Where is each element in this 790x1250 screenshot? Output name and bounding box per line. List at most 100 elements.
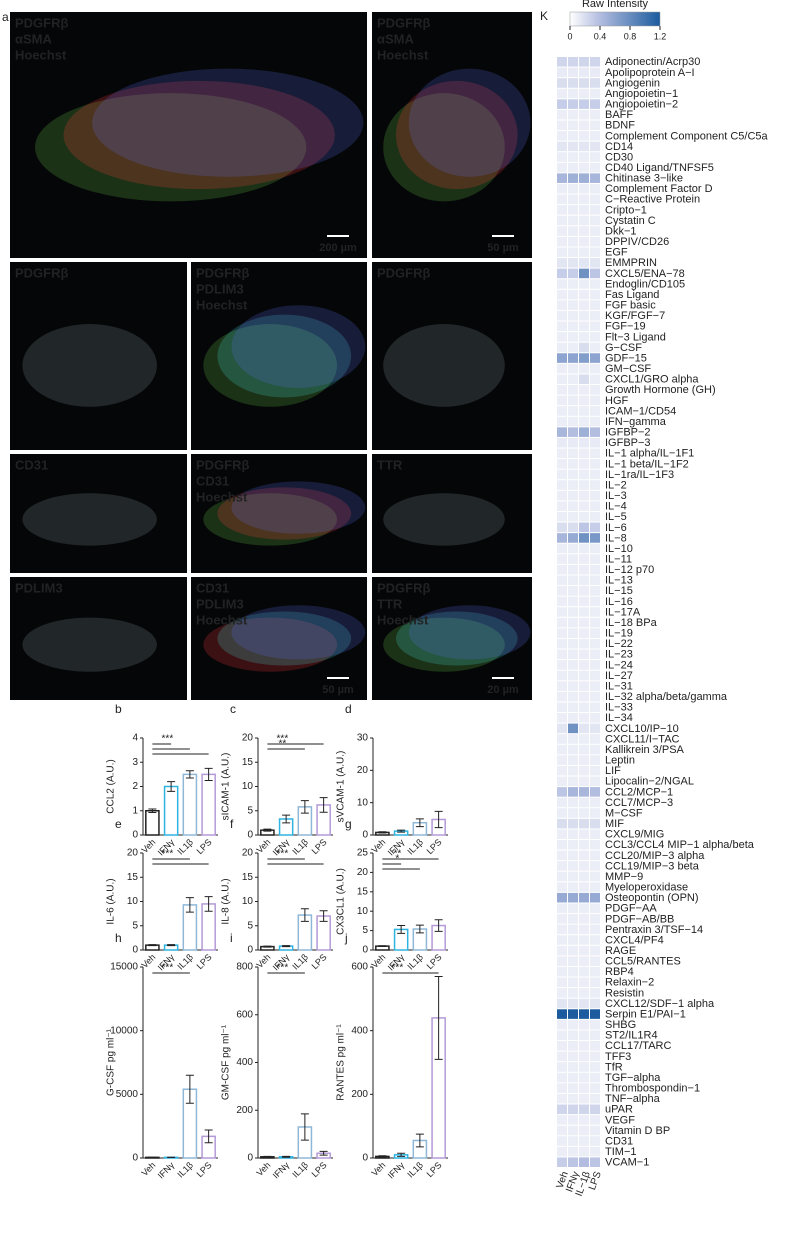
heatmap-cell (579, 776, 589, 787)
row-label: Resistin (605, 987, 644, 999)
heatmap-cell (557, 205, 567, 215)
heatmap-cell (557, 310, 567, 321)
heatmap-cell (557, 353, 567, 363)
signal (383, 93, 505, 202)
x-tick-label: Veh (139, 1160, 157, 1178)
heatmap-cell (579, 607, 589, 617)
y-tick-label: 200 (351, 1089, 368, 1100)
heatmap-cell (590, 395, 600, 406)
heatmap-cell (568, 787, 578, 797)
heatmap-cell (557, 120, 567, 131)
heatmap-cell (590, 406, 600, 416)
heatmap-cell (590, 173, 600, 183)
heatmap-cell (568, 734, 578, 744)
heatmap-cell (557, 427, 567, 437)
heatmap-cell (568, 173, 578, 183)
heatmap-cell (568, 78, 578, 88)
heatmap-cell (590, 99, 600, 109)
row-label: FGF basic (605, 300, 656, 312)
heatmap-cell (557, 226, 567, 236)
heatmap-cell (590, 660, 600, 670)
channel-label: CD31 (196, 473, 229, 488)
heatmap-cell (590, 205, 600, 215)
heatmap-cell (590, 1041, 600, 1051)
x-tick-label: LPS (195, 837, 214, 856)
y-tick-label: 10 (127, 896, 139, 907)
heatmap-cell (557, 1083, 567, 1093)
heatmap-cell (557, 78, 567, 88)
heatmap-cell (557, 924, 567, 935)
heatmap-cell (579, 543, 589, 554)
heatmap-cell (590, 141, 600, 152)
signal (203, 493, 338, 546)
heatmap-cell (568, 427, 578, 437)
heatmap-cell (590, 1125, 600, 1136)
error-bar (263, 1155, 272, 1158)
significance: *** (277, 849, 289, 860)
signal (22, 617, 157, 672)
y-tick-label: 600 (236, 1009, 253, 1020)
y-tick-label: 15 (242, 757, 254, 768)
heatmap-cell (579, 321, 589, 332)
heatmap-cell (579, 1115, 589, 1125)
row-label: VEGF (605, 1114, 635, 1126)
heatmap-cell (568, 205, 578, 215)
heatmap-cell (557, 1051, 567, 1062)
error-bar (397, 1152, 406, 1157)
heatmap-cell (590, 713, 600, 723)
heatmap-cell (568, 332, 578, 342)
heatmap-cell (557, 691, 567, 702)
heatmap-cell (590, 437, 600, 448)
row-label: Thrombospondin−1 (605, 1083, 700, 1095)
significance: *** (162, 963, 174, 974)
heatmap-cell (590, 258, 600, 268)
heatmap-cell (579, 268, 589, 279)
row-label: IL−15 (605, 585, 633, 597)
heatmap-cell (568, 765, 578, 776)
channel-label: Hoechst (15, 47, 67, 62)
heatmap-cell (568, 226, 578, 236)
error-bar (397, 829, 406, 833)
heatmap-cell (579, 628, 589, 638)
error-bar (319, 910, 328, 922)
heatmap-cell (590, 850, 600, 861)
heatmap-cell (557, 1136, 567, 1146)
signal (231, 305, 366, 388)
significance: ** (393, 849, 401, 860)
heatmap-cell (590, 596, 600, 607)
y-tick-label: 0 (362, 1153, 368, 1164)
signal (408, 68, 531, 177)
heatmap-cell (568, 141, 578, 152)
heatmap-cell (590, 575, 600, 586)
heatmap-cell (568, 353, 578, 363)
signal (396, 80, 518, 190)
signal (22, 493, 157, 546)
heatmap-cell (557, 1093, 567, 1104)
heatmap-cell (579, 131, 589, 141)
row-label: Serpin E1/PAI−1 (605, 1008, 686, 1020)
heatmap-cell (568, 374, 578, 385)
row-label: Fas Ligand (605, 289, 659, 301)
row-label: PDGF−AA (605, 903, 657, 915)
bar (145, 810, 160, 836)
heatmap-cell (579, 713, 589, 723)
scale-label: 200 µm (319, 242, 357, 254)
y-axis-label: CX3CL1 (A.U.) (336, 868, 347, 935)
heatmap-cell (557, 649, 567, 660)
y-axis-label: sVCAM-1 (A.U.) (336, 751, 347, 823)
heatmap-cell (590, 966, 600, 977)
heatmap-cell (557, 1115, 567, 1125)
heatmap-cell (568, 490, 578, 501)
channel-label: PDGFRβ (15, 15, 69, 30)
heatmap-cell (568, 617, 578, 628)
row-label: Osteopontin (OPN) (605, 892, 699, 904)
row-label: IL−11 (605, 554, 632, 566)
heatmap-cell (568, 363, 578, 374)
row-label: Relaxin−2 (605, 977, 654, 989)
heatmap-cell (557, 554, 567, 564)
x-tick-label: IL1β (290, 837, 310, 857)
heatmap-cell (557, 988, 567, 998)
row-label: Leptin (605, 755, 635, 767)
